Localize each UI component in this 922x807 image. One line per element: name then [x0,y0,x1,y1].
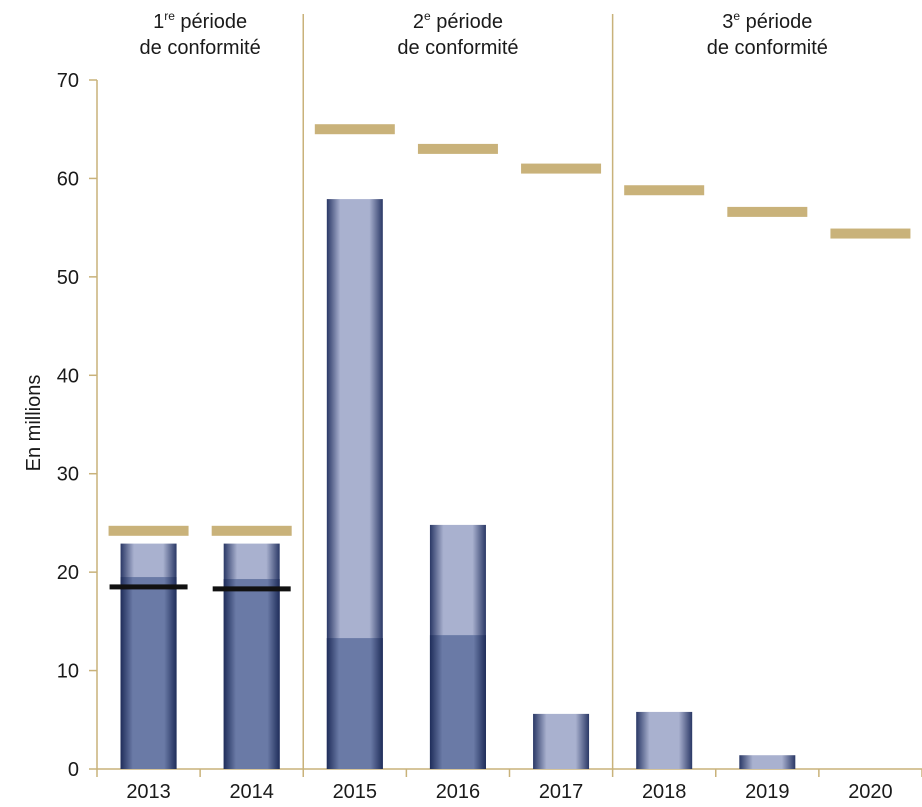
markers [108,124,911,592]
gold-marker-2013 [108,525,189,536]
period-title-line1: 2e période [413,9,503,33]
bar-dark-2015 [326,638,383,769]
y-tick-label: 10 [57,661,79,683]
y-tick-label: 60 [57,168,79,190]
bar-light-2018 [636,711,693,769]
bar-light-2017 [533,713,590,769]
period-number: 1 [153,11,164,33]
black-marker-2013 [109,584,188,590]
period-word: période [740,11,812,33]
gold-marker-2014 [211,525,292,536]
period-title-line2: de conformité [397,37,518,59]
period-number-superscript: re [164,9,175,23]
x-tick-label: 2013 [126,781,171,803]
gold-marker-2019 [727,206,808,217]
black-marker-2014 [212,586,291,592]
period-number: 3 [722,11,733,33]
period-number-superscript: e [424,9,431,23]
axes: 0 10 20 30 40 50 60 70 2013 2014 2015 2016 2017 2018 2… [57,14,922,803]
period-word: période [175,11,247,33]
period-number-superscript: e [733,9,740,23]
period-number: 2 [413,11,424,33]
y-tick-label: 50 [57,267,79,289]
period-word: période [431,11,503,33]
gold-marker-2015 [314,124,395,135]
period-title-line2: de conformité [707,37,828,59]
y-tick-label: 40 [57,365,79,387]
y-axis-label: En millions [23,375,45,472]
gold-marker-2020 [830,228,911,239]
x-tick-label: 2014 [229,781,274,803]
period-title-line2: de conformité [140,37,261,59]
bar-dark-2013 [120,577,177,769]
y-tick-label: 30 [57,464,79,486]
x-tick-label: 2016 [436,781,481,803]
period-title-line1: 1re période [153,9,247,33]
y-tick-label: 70 [57,70,79,92]
bar-dark-2016 [429,635,486,769]
x-tick-label: 2019 [745,781,790,803]
bar-light-2019 [739,755,796,769]
bars [120,199,796,769]
gold-marker-2018 [624,185,705,196]
period-title-line1: 3e période [722,9,812,33]
x-tick-label: 2020 [848,781,893,803]
x-tick-label: 2017 [539,781,584,803]
x-tick-label: 2015 [333,781,378,803]
y-tick-label: 20 [57,562,79,584]
gold-marker-2017 [521,163,602,174]
y-tick-label: 0 [68,759,79,781]
bar-dark-2014 [223,579,280,769]
gold-marker-2016 [417,143,498,154]
x-tick-label: 2018 [642,781,687,803]
